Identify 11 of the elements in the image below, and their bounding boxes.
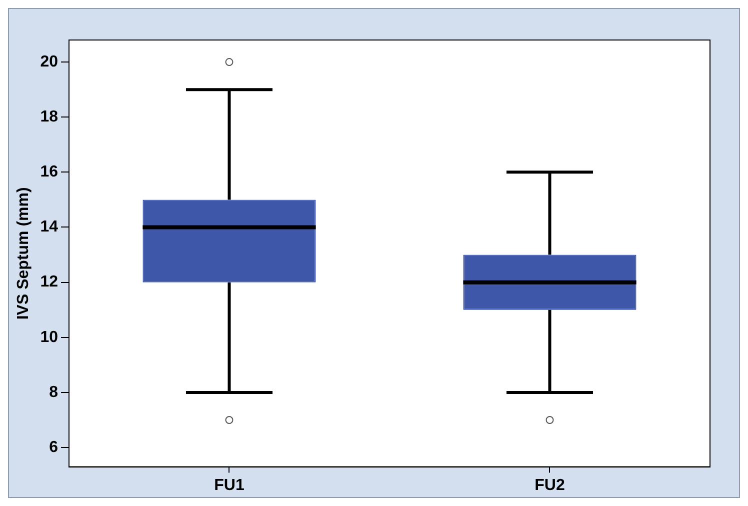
- y-tick-label: 18: [40, 108, 58, 126]
- y-tick-label: 16: [40, 164, 58, 181]
- y-tick-label: 14: [40, 218, 58, 236]
- y-tick-label: 6: [49, 438, 58, 456]
- x-tick-label: FU1: [214, 476, 244, 494]
- y-tick-label: 10: [40, 328, 58, 346]
- x-tick-label: FU2: [534, 476, 565, 494]
- y-tick-label: 20: [40, 53, 58, 70]
- y-tick-label: 12: [40, 274, 58, 291]
- y-axis-title: IVS Septum (mm): [15, 187, 32, 320]
- y-tick-label: 8: [49, 384, 58, 401]
